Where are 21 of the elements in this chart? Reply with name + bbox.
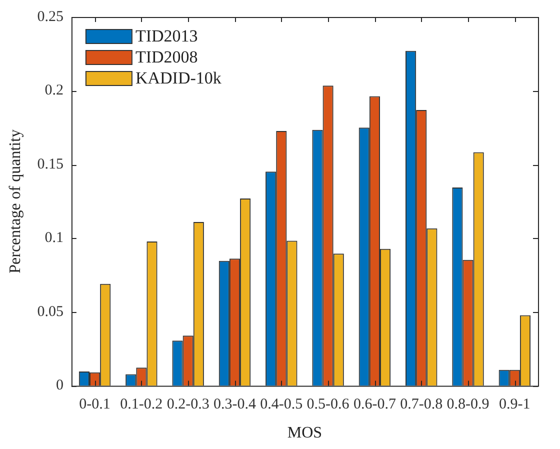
legend-label: KADID-10k bbox=[135, 68, 222, 88]
y-tick-label: 0.05 bbox=[37, 304, 64, 320]
y-tick-label: 0.2 bbox=[44, 82, 64, 99]
y-tick-label: 0.1 bbox=[44, 230, 64, 246]
x-tick-label: 0.8-0.9 bbox=[446, 396, 490, 413]
y-tick-label: 0.25 bbox=[37, 8, 64, 25]
legend-label: TID2013 bbox=[135, 26, 198, 46]
x-tick-label: 0.9-1 bbox=[499, 396, 530, 413]
legend-label: TID2008 bbox=[135, 47, 198, 66]
x-tick-label: 0.5-0.6 bbox=[306, 396, 350, 413]
x-tick-label: 0.6-0.7 bbox=[353, 396, 396, 413]
x-tick-label: 0.3-0.4 bbox=[213, 396, 256, 413]
y-tick-label: 0.15 bbox=[37, 156, 64, 172]
x-tick-label: 0-0.1 bbox=[79, 396, 110, 413]
y-axis-title: Percentage of quantity bbox=[6, 129, 24, 274]
x-axis-title: MOS bbox=[287, 424, 322, 442]
x-tick-label: 0.1-0.2 bbox=[120, 396, 163, 413]
y-tick-label: 0 bbox=[56, 378, 64, 394]
x-tick-label: 0.7-0.8 bbox=[400, 396, 443, 413]
x-tick-label: 0.4-0.5 bbox=[260, 396, 303, 413]
x-tick-label: 0.2-0.3 bbox=[166, 396, 210, 413]
